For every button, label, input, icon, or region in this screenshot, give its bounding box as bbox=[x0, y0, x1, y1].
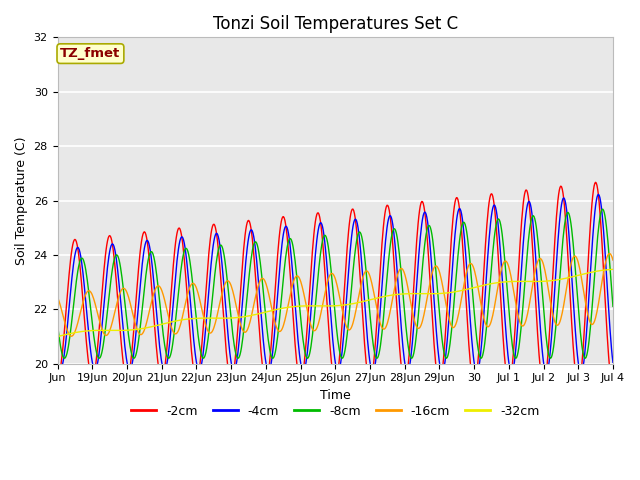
Title: Tonzi Soil Temperatures Set C: Tonzi Soil Temperatures Set C bbox=[212, 15, 458, 33]
Text: TZ_fmet: TZ_fmet bbox=[60, 47, 120, 60]
Legend: -2cm, -4cm, -8cm, -16cm, -32cm: -2cm, -4cm, -8cm, -16cm, -32cm bbox=[126, 400, 545, 423]
X-axis label: Time: Time bbox=[320, 389, 351, 402]
Y-axis label: Soil Temperature (C): Soil Temperature (C) bbox=[15, 136, 28, 265]
